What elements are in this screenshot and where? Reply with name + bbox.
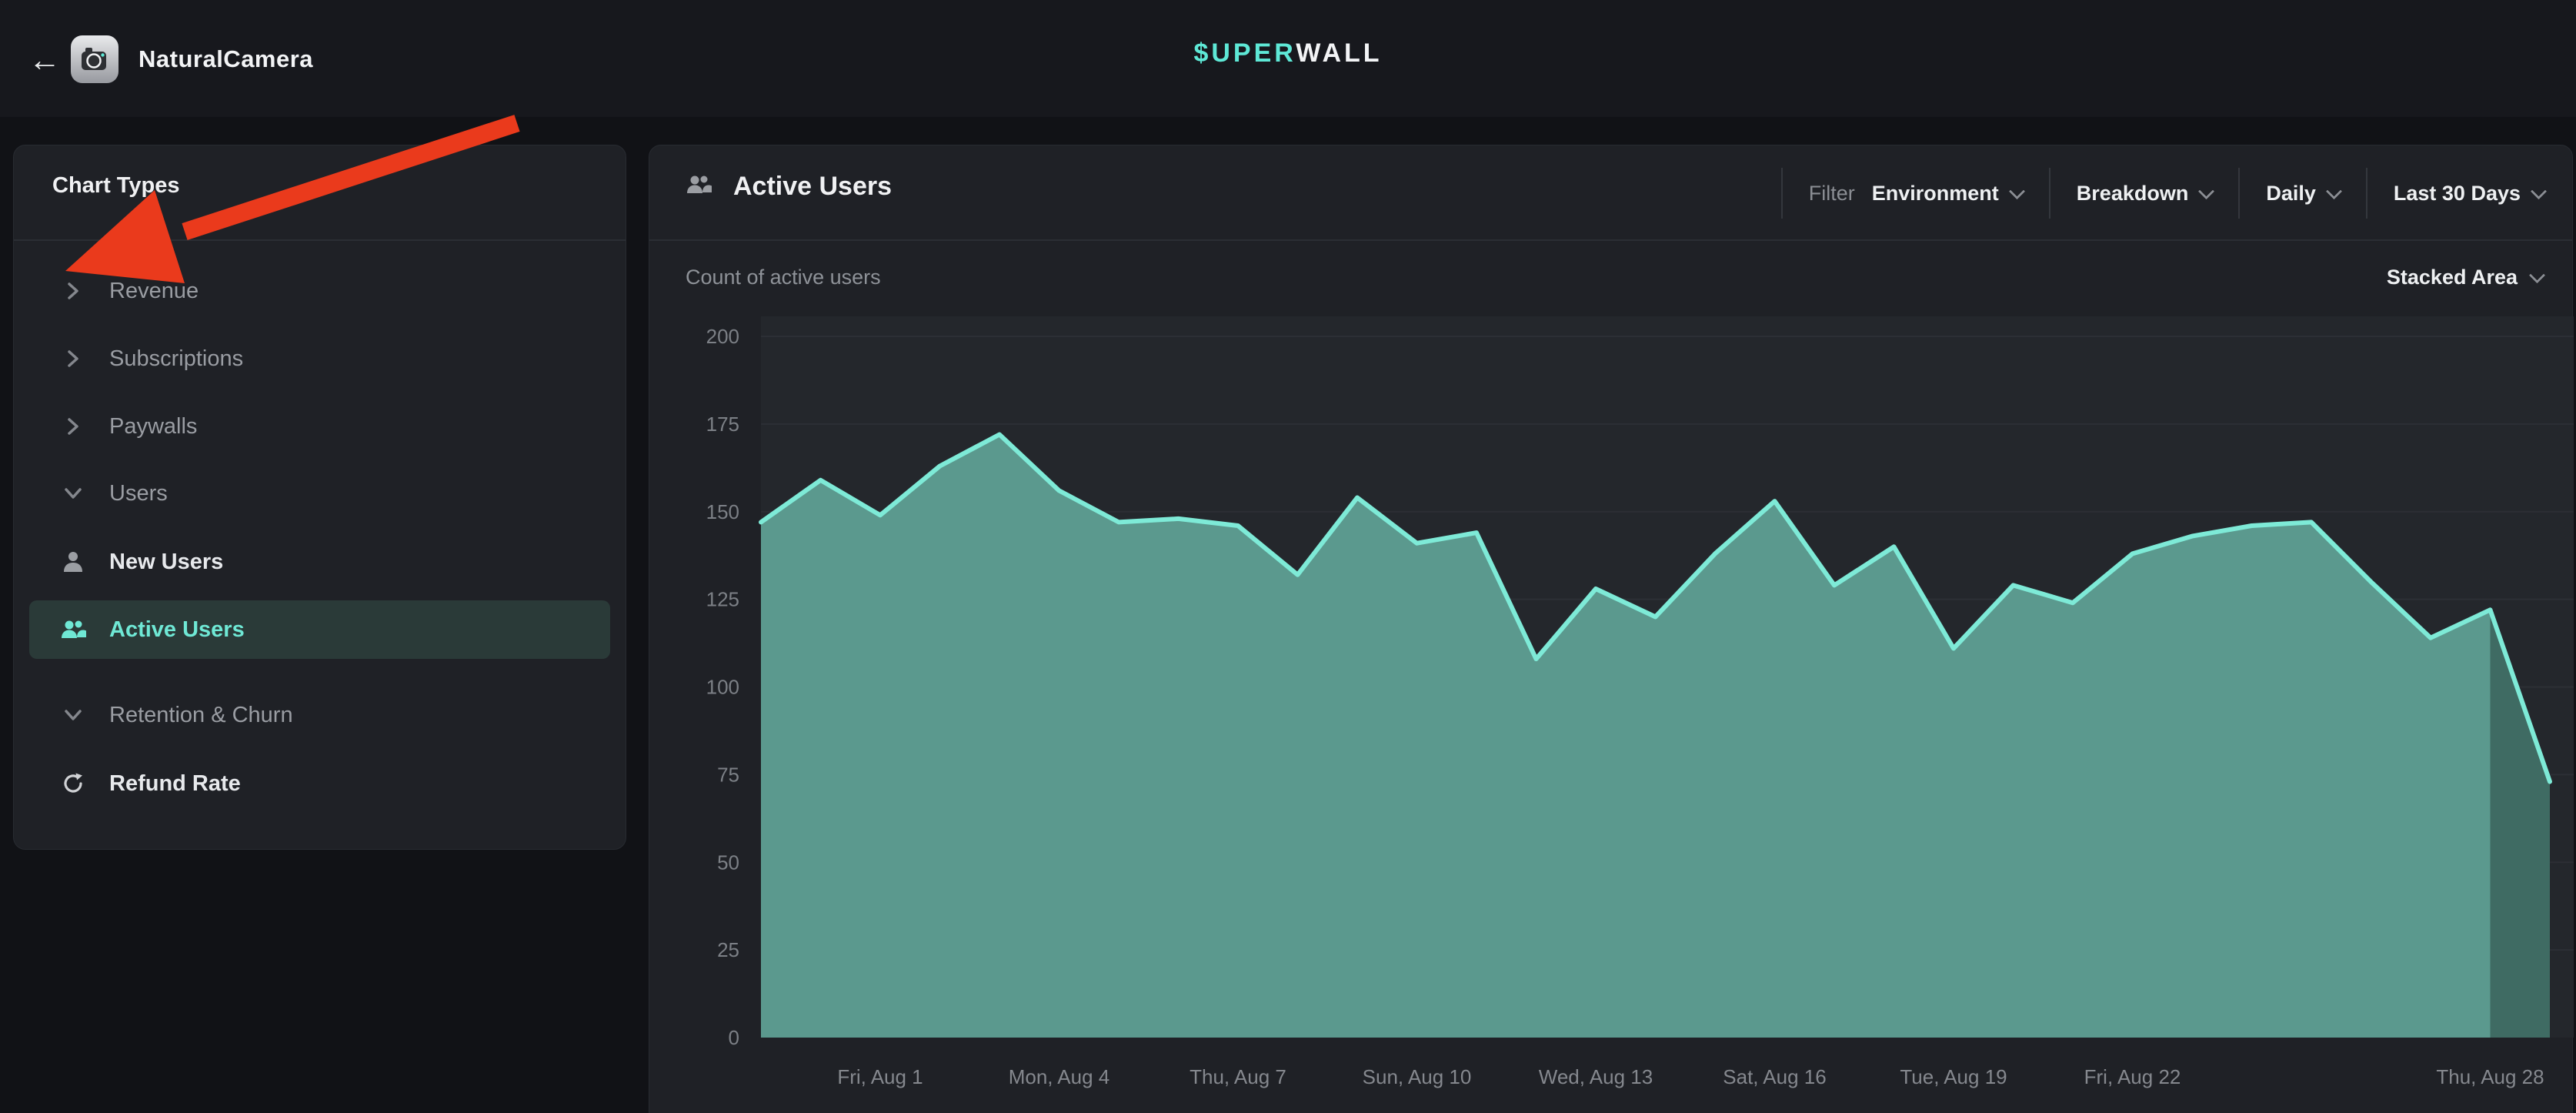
y-axis-tick-label: 150 <box>706 500 739 523</box>
chevron-down-icon <box>2008 182 2025 199</box>
chevron-right-icon <box>68 418 78 435</box>
area-fill-partial-day <box>2490 610 2550 1038</box>
area-fill <box>761 434 2491 1038</box>
y-axis-tick-label: 200 <box>706 325 739 348</box>
filter-environment-dropdown[interactable]: Filter Environment <box>1808 181 2025 206</box>
filter-bar: Filter Environment Breakdown Daily Last 30 D… <box>1755 145 2548 241</box>
superwall-logo: $UPERWALL <box>1193 38 1382 69</box>
x-axis-tick-label: Sat, Aug 16 <box>1723 1065 1826 1088</box>
page-title: Active Users <box>733 172 893 201</box>
filter-date-range-dropdown[interactable]: Last 30 Days <box>2393 181 2548 206</box>
main-header: Active Users Filter Environment Breakdown D… <box>649 145 2572 241</box>
filter-divider <box>2365 168 2367 219</box>
chart-subheader: Count of active users Stacked Area <box>649 242 2572 316</box>
sidebar-item-label: Active Users <box>109 617 245 642</box>
sidebar-item-refund-rate[interactable]: Refund Rate <box>29 754 610 813</box>
sidebar-item-label: New Users <box>109 549 224 574</box>
chevron-down-icon <box>2198 182 2215 199</box>
chevron-down-icon <box>2325 182 2342 199</box>
sidebar-item-active-users[interactable]: Active Users <box>29 600 610 659</box>
filter-value: Environment <box>1871 181 1999 205</box>
top-bar: ← NaturalCamera $UPERWALL <box>0 0 2576 117</box>
users-icon <box>686 172 712 202</box>
x-axis-tick-label: Thu, Aug 7 <box>1190 1065 1286 1088</box>
x-axis-tick-label: Thu, Aug 28 <box>2436 1065 2544 1088</box>
y-axis-tick-label: 0 <box>729 1026 739 1049</box>
x-axis-tick-label: Tue, Aug 19 <box>1900 1065 2007 1088</box>
sidebar-item-label: Subscriptions <box>109 346 244 371</box>
sidebar-item-label: Revenue <box>109 278 199 303</box>
chevron-right-icon <box>68 282 78 299</box>
logo-white-part: WALL <box>1296 38 1383 68</box>
chevron-down-icon <box>65 710 82 720</box>
sidebar-item-subscriptions[interactable]: Subscriptions <box>29 329 610 388</box>
x-axis-tick-label: Fri, Aug 1 <box>837 1065 923 1088</box>
chevron-down-icon <box>2528 267 2546 284</box>
filter-prefix-label: Filter <box>1808 181 1855 205</box>
chart-types-sidebar: Chart Types Revenue Subscriptions Paywalls… <box>13 145 626 850</box>
sidebar-title: Chart Types <box>52 173 180 198</box>
chevron-down-icon <box>65 488 82 499</box>
chart-type-dropdown[interactable]: Stacked Area <box>2386 266 2546 289</box>
y-axis-tick-label: 25 <box>717 938 739 961</box>
x-axis-tick-label: Fri, Aug 22 <box>2084 1065 2181 1088</box>
y-axis-tick-label: 125 <box>706 588 739 611</box>
active-users-chart[interactable]: 0 25 50 75 100 125 150 175 200 Fri, Aug 1 Mon, Aug… <box>649 316 2574 1101</box>
chevron-right-icon <box>68 350 78 367</box>
sidebar-header: Chart Types <box>14 145 626 241</box>
back-button[interactable]: ← <box>28 42 61 78</box>
sidebar-item-new-users[interactable]: New Users <box>29 533 610 591</box>
filter-breakdown-dropdown[interactable]: Breakdown <box>2076 181 2215 206</box>
filter-divider <box>2048 168 2050 219</box>
filter-value: Breakdown <box>2076 181 2189 205</box>
chart-subtitle: Count of active users <box>686 266 881 289</box>
sidebar-item-retention-churn[interactable]: Retention & Churn <box>29 686 610 744</box>
filter-value: Daily <box>2266 181 2316 205</box>
sidebar-item-label: Users <box>109 480 168 506</box>
users-icon <box>62 620 86 638</box>
sidebar-item-label: Retention & Churn <box>109 702 293 727</box>
logo-teal-part: $UPER <box>1193 38 1296 68</box>
filter-value: Last 30 Days <box>2393 181 2521 205</box>
sidebar-item-revenue[interactable]: Revenue <box>29 262 610 320</box>
x-axis-tick-label: Mon, Aug 4 <box>1009 1065 1110 1088</box>
sidebar-item-paywalls[interactable]: Paywalls <box>29 397 610 456</box>
filter-granularity-dropdown[interactable]: Daily <box>2266 181 2342 206</box>
filter-divider <box>1780 168 1783 219</box>
area-line <box>759 432 2552 784</box>
sidebar-item-label: Refund Rate <box>109 770 241 796</box>
x-axis-tick-label: Sun, Aug 10 <box>1363 1065 1472 1088</box>
active-users-panel: Active Users Filter Environment Breakdown D… <box>649 145 2574 1113</box>
app-chip: NaturalCamera <box>71 35 313 83</box>
sidebar-item-label: Paywalls <box>109 413 198 439</box>
y-axis-tick-label: 100 <box>706 676 739 699</box>
chevron-down-icon <box>2530 182 2548 199</box>
refresh-icon <box>64 773 82 793</box>
y-axis-tick-label: 75 <box>717 763 739 786</box>
filter-divider <box>2238 168 2241 219</box>
app-name: NaturalCamera <box>138 45 314 72</box>
x-axis-tick-label: Wed, Aug 13 <box>1539 1065 1653 1088</box>
natural-camera-app-icon <box>71 35 118 83</box>
chart-type-value: Stacked Area <box>2386 266 2518 289</box>
y-axis-tick-label: 50 <box>717 851 739 874</box>
sidebar-item-users[interactable]: Users <box>29 464 610 523</box>
user-icon <box>64 552 82 572</box>
y-axis-tick-label: 175 <box>706 413 739 436</box>
users-icon <box>687 175 712 193</box>
